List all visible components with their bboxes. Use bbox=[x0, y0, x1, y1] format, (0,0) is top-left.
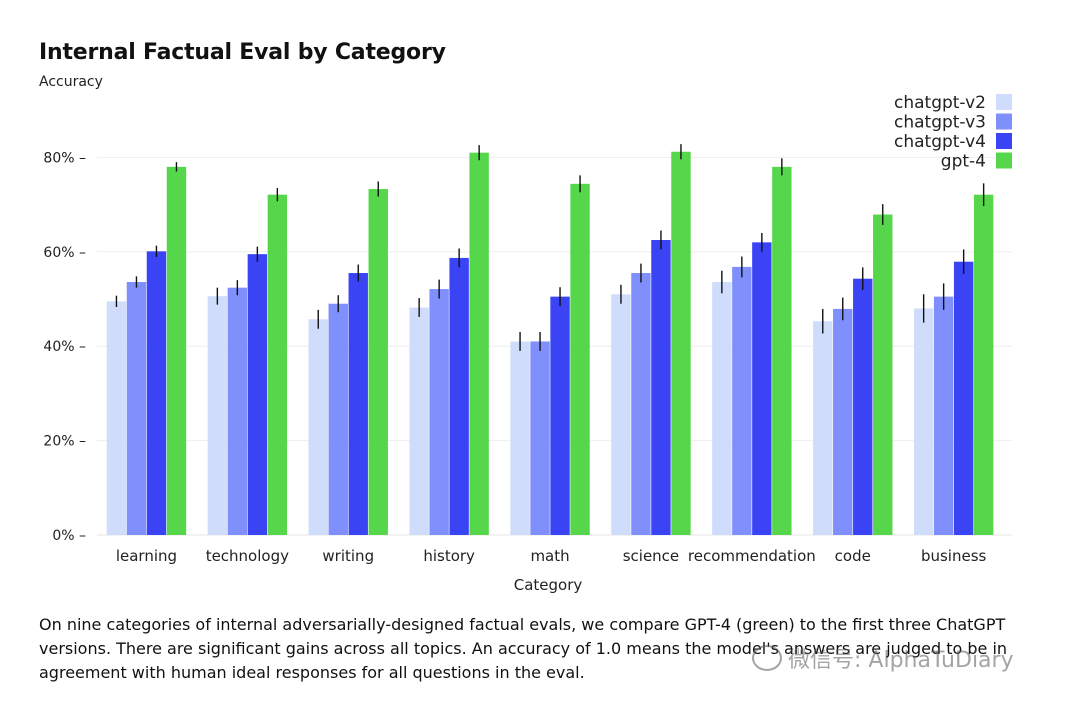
chart-title: Internal Factual Eval by Category bbox=[39, 40, 446, 65]
x-tick-label: code bbox=[835, 547, 871, 565]
bar-chatgpt-v2-learning bbox=[106, 301, 127, 535]
legend-swatch bbox=[996, 152, 1012, 169]
legend-swatch bbox=[996, 113, 1012, 130]
bar-chatgpt-v4-learning bbox=[146, 251, 167, 535]
bar-chatgpt-v4-code bbox=[853, 278, 873, 535]
bar-chatgpt-v4-writing bbox=[348, 273, 368, 535]
x-tick-label: business bbox=[921, 547, 987, 565]
bar-chatgpt-v4-business bbox=[953, 261, 974, 535]
legend-label: chatgpt-v4 bbox=[894, 132, 986, 152]
bar-chatgpt-v2-technology bbox=[207, 296, 228, 535]
chart-canvas: 0% – 20% – 40% – 60% – 80% – learning technolo… bbox=[43, 93, 1012, 594]
bar-chatgpt-v3-business bbox=[933, 296, 954, 535]
x-tick-label: math bbox=[530, 547, 569, 565]
bar-chatgpt-v3-technology bbox=[227, 287, 248, 535]
bar-gpt-4-learning bbox=[166, 166, 187, 535]
bar-chatgpt-v4-history bbox=[449, 257, 469, 535]
x-tick-label: writing bbox=[322, 547, 374, 565]
y-tick-label: 60% – bbox=[43, 245, 86, 261]
bar-gpt-4-math bbox=[570, 183, 590, 535]
bar-chatgpt-v3-science bbox=[631, 273, 651, 535]
bar-chatgpt-v2-math bbox=[510, 341, 530, 535]
bar-chatgpt-v3-recommendation bbox=[732, 266, 752, 535]
bar-chatgpt-v4-science bbox=[651, 240, 671, 535]
y-tick-label: 0% – bbox=[52, 528, 86, 544]
y-tick-label: 40% – bbox=[43, 339, 86, 355]
wechat-logo-icon bbox=[752, 645, 782, 671]
bar-chatgpt-v3-math bbox=[530, 341, 550, 535]
y-tick-label: 80% – bbox=[43, 150, 86, 166]
bar-chatgpt-v4-recommendation bbox=[752, 242, 772, 536]
y-tick-label: 20% – bbox=[43, 434, 86, 450]
chart-caption: On nine categories of internal adversari… bbox=[39, 615, 1008, 682]
bar-gpt-4-technology bbox=[267, 194, 288, 536]
bar-chatgpt-v2-code bbox=[813, 321, 833, 535]
bar-chatgpt-v2-recommendation bbox=[712, 282, 732, 535]
bar-chatgpt-v2-science bbox=[611, 294, 631, 535]
bar-chatgpt-v2-history bbox=[409, 307, 429, 535]
x-tick-label: recommendation bbox=[688, 547, 816, 565]
legend-swatch bbox=[996, 94, 1012, 110]
x-tick-label: learning bbox=[116, 547, 177, 565]
bar-chatgpt-v4-technology bbox=[247, 254, 268, 535]
bar-chatgpt-v3-writing bbox=[328, 303, 348, 535]
watermark: 微信号: AlphaTuDiary bbox=[752, 642, 1014, 674]
bar-gpt-4-code bbox=[873, 214, 893, 535]
x-axis-label: Category bbox=[514, 576, 583, 594]
bar-gpt-4-writing bbox=[368, 189, 388, 536]
legend-label: chatgpt-v3 bbox=[894, 113, 986, 133]
bar-chatgpt-v4-math bbox=[550, 296, 570, 535]
x-tick-label: science bbox=[623, 547, 679, 565]
legend-label: gpt-4 bbox=[941, 152, 986, 172]
watermark-text: 微信号: AlphaTuDiary bbox=[788, 648, 1014, 673]
x-tick-label: technology bbox=[206, 547, 289, 565]
chart-subtitle: Accuracy bbox=[39, 74, 103, 90]
bar-chatgpt-v3-history bbox=[429, 289, 449, 535]
legend-swatch bbox=[996, 133, 1012, 149]
bar-chatgpt-v3-learning bbox=[126, 282, 147, 535]
bar-gpt-4-business bbox=[973, 194, 994, 536]
bar-chatgpt-v3-code bbox=[833, 308, 853, 535]
bar-gpt-4-science bbox=[671, 151, 691, 535]
x-tick-label: history bbox=[423, 547, 475, 565]
bar-chatgpt-v2-business bbox=[913, 308, 934, 535]
bar-gpt-4-history bbox=[469, 152, 489, 535]
bar-gpt-4-recommendation bbox=[772, 166, 792, 535]
legend-label: chatgpt-v2 bbox=[894, 93, 986, 113]
bar-chatgpt-v2-writing bbox=[308, 319, 328, 535]
